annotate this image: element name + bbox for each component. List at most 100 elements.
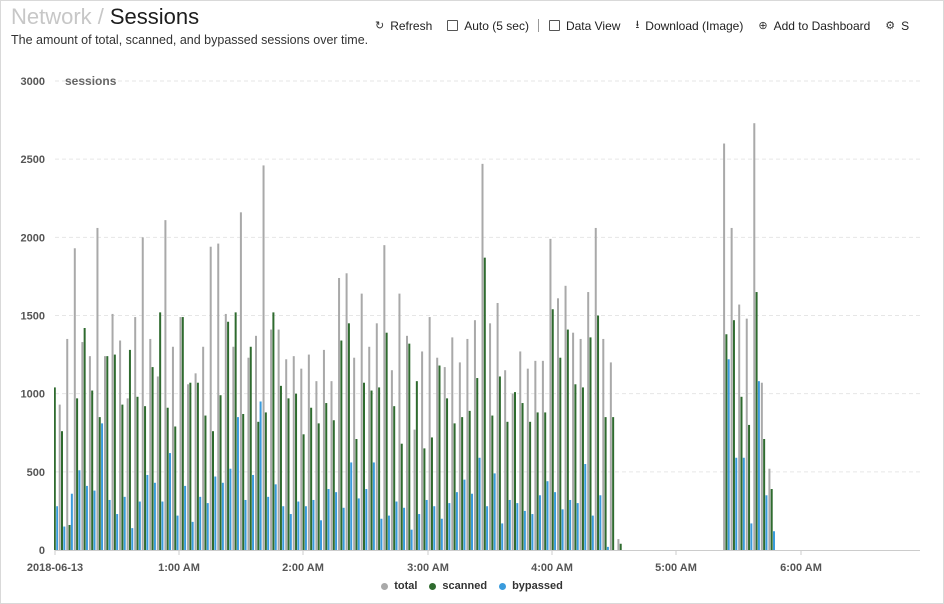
bar-total [307,354,310,550]
bar-scanned [755,292,758,550]
bar-total [66,338,69,550]
bar-total [549,238,552,550]
bar-bypassed [531,514,534,550]
bar-bypassed [757,381,760,550]
bar-bypassed [184,485,187,550]
x-tick-label: 1:00 AM [158,562,200,574]
bar-total [345,273,348,550]
y-tick-label: 2000 [21,232,45,244]
data-view-checkbox[interactable] [548,20,560,31]
auto-checkbox[interactable] [447,20,459,31]
bar-scanned [54,387,56,550]
auto-refresh-toggle[interactable]: Auto (5 sec) [447,19,529,33]
bar-scanned [159,312,162,550]
bar-total [232,346,235,550]
bar-bypassed [131,528,134,550]
bar-bypassed [425,499,428,550]
bar-bypassed [335,492,338,550]
bar-scanned [393,406,396,550]
bar-total [481,163,484,550]
bar-scanned [106,356,109,550]
bar-bypassed [304,506,307,550]
bar-total [277,329,280,550]
bar-scanned [370,390,373,550]
bar-bypassed [56,506,58,550]
legend-item-bypassed[interactable]: bypassed [499,580,563,592]
y-tick-label: 3000 [21,76,45,88]
bar-total [768,468,771,550]
bar-total [164,220,167,551]
bar-bypassed [554,492,557,550]
bar-total [519,351,522,550]
bar-total [217,243,220,550]
toolbar-divider [537,19,539,32]
y-tick-label: 2500 [21,154,45,166]
bar-bypassed [123,496,126,550]
bar-total [723,143,726,551]
bar-scanned [257,421,260,550]
bar-total [58,404,61,550]
download-label: Download (Image) [645,18,744,33]
bar-scanned [536,412,539,550]
legend-item-scanned[interactable]: scanned [429,580,487,592]
bar-scanned [385,332,388,550]
bar-scanned [196,382,199,550]
refresh-button[interactable]: ↻ Refresh [375,19,432,33]
bar-scanned [272,312,275,550]
bar-scanned [91,390,94,550]
bar-bypassed [410,529,413,550]
bar-scanned [279,385,282,550]
bar-scanned [128,349,131,550]
legend-item-total[interactable]: total [381,580,417,592]
bar-scanned [551,309,554,550]
bar-total [489,323,492,550]
settings-label: S [901,18,910,33]
bar-bypassed [342,507,345,550]
bar-total [292,356,295,550]
bar-bypassed [236,417,239,550]
bar-bypassed [146,474,149,550]
bar-total [202,346,205,550]
bar-scanned [219,395,222,550]
bar-total [602,338,605,550]
data-view-toggle[interactable]: Data View [548,19,620,33]
bar-scanned [61,431,63,550]
bar-total [458,362,461,550]
bar-scanned [400,443,403,550]
bar-scanned [770,489,773,550]
settings-button[interactable]: ⚙ S [885,19,909,33]
plus-circle-icon: ⊕ [758,20,768,32]
bar-scanned [76,398,79,550]
bar-scanned [98,417,101,550]
bar-total [406,335,408,550]
bar-total [149,338,152,550]
bar-bypassed [735,457,738,550]
bar-scanned [310,407,313,550]
bar-bypassed [365,489,368,550]
breadcrumb-network[interactable]: Network [11,4,92,29]
add-to-dashboard-button[interactable]: ⊕ Add to Dashboard [758,19,870,33]
bar-scanned [732,320,735,550]
bar-bypassed [486,506,489,550]
bar-total [572,332,575,550]
bar-total [375,323,378,550]
bar-bypassed [584,464,587,550]
bar-total [398,293,401,550]
bar-total [451,337,454,550]
download-image-button[interactable]: ⭳ Download (Image) [635,16,743,35]
bar-scanned [446,398,449,550]
bar-scanned [264,412,267,550]
bar-bypassed [252,474,255,550]
bar-scanned [332,420,335,550]
bar-total [209,246,212,551]
bar-total [745,318,748,550]
bar-scanned [113,354,116,550]
bar-bypassed [478,457,481,550]
legend-dot-bypassed [499,582,507,590]
bar-bypassed [372,462,375,550]
bar-total [88,356,91,550]
bar-bypassed [455,492,458,550]
legend-label-bypassed: bypassed [512,580,563,592]
bar-scanned [461,417,464,550]
bar-bypassed [206,503,209,550]
